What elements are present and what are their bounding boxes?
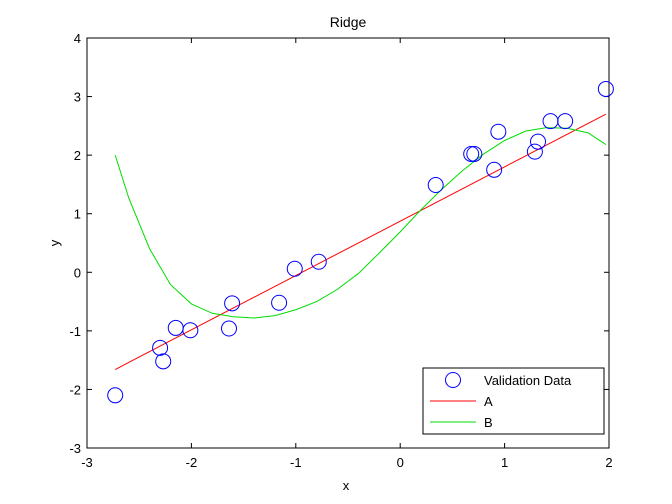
validation-data-point: [466, 145, 483, 162]
legend: Validation Data AB: [422, 367, 605, 435]
y-tick-label: -2: [69, 382, 81, 397]
x-tick-label: -3: [81, 455, 93, 470]
validation-data-point: [152, 339, 169, 356]
validation-data-point: [271, 294, 288, 311]
validation-data-point: [107, 387, 124, 404]
series-b-line: [114, 127, 607, 319]
y-tick-label: -3: [69, 441, 81, 456]
x-tick-label: -2: [186, 455, 198, 470]
x-tick-label: 1: [501, 455, 508, 470]
validation-data-point: [182, 322, 199, 339]
y-tick-label: 2: [74, 148, 81, 163]
validation-data-point: [220, 320, 237, 337]
validation-data-point: [155, 353, 172, 370]
y-axis-title: y: [47, 239, 62, 246]
chart-title: Ridge: [330, 14, 367, 30]
legend-marker-validation-data: [445, 372, 461, 388]
validation-data-point: [224, 295, 241, 312]
validation-data-point: [526, 143, 543, 160]
validation-data-point: [530, 133, 547, 150]
validation-data-point: [463, 145, 480, 162]
y-tick-label: 4: [74, 31, 81, 46]
validation-data-point: [427, 177, 444, 194]
axes: -3 -2 -1 0 1 2 -3 -2 -1 0 1 2 3 4: [69, 31, 612, 470]
y-tick-label: 0: [74, 265, 81, 280]
x-tick-label: 0: [397, 455, 404, 470]
validation-data-point: [490, 123, 507, 140]
x-axis-title: x: [343, 478, 350, 493]
y-tick-label: 1: [74, 207, 81, 222]
validation-data-point: [557, 113, 574, 130]
x-tick-label: 2: [605, 455, 612, 470]
validation-data-point: [486, 161, 503, 178]
x-tick-label: -1: [290, 455, 302, 470]
validation-data-point: [310, 253, 327, 270]
validation-data-point: [286, 260, 303, 277]
y-tick-label: 3: [74, 90, 81, 105]
series-layer: [107, 80, 614, 404]
legend-label-a: A: [484, 394, 493, 409]
legend-label-validation-data: Validation Data: [484, 373, 572, 388]
legend-label-b: B: [484, 415, 493, 430]
validation-data-point: [597, 80, 614, 97]
y-tick-label: -1: [69, 324, 81, 339]
